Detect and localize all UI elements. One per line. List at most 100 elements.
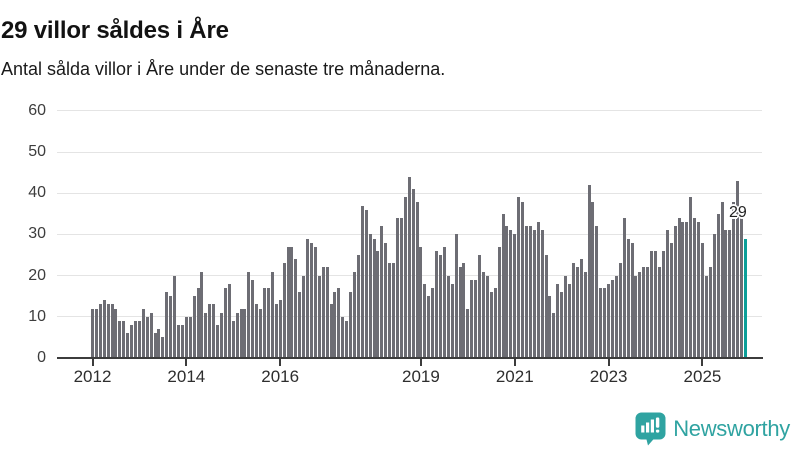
bar bbox=[462, 263, 466, 358]
highlight-bar bbox=[743, 238, 747, 358]
bar bbox=[266, 287, 270, 358]
bar bbox=[388, 263, 392, 358]
bar bbox=[583, 271, 587, 358]
bar bbox=[423, 283, 427, 358]
bar bbox=[501, 213, 505, 358]
bar bbox=[536, 222, 540, 358]
bar bbox=[122, 320, 126, 358]
bar bbox=[392, 263, 396, 358]
bar bbox=[419, 246, 423, 358]
bar bbox=[216, 325, 220, 358]
bar bbox=[352, 271, 356, 358]
bar bbox=[376, 250, 380, 358]
bar bbox=[309, 242, 313, 358]
bar bbox=[435, 250, 439, 358]
bar bbox=[325, 267, 329, 358]
bar bbox=[345, 320, 349, 358]
bar bbox=[395, 217, 399, 358]
bar bbox=[521, 201, 525, 358]
bar bbox=[270, 271, 274, 358]
bar bbox=[169, 296, 173, 358]
bar bbox=[665, 230, 669, 358]
bar bbox=[509, 230, 513, 358]
bar bbox=[626, 238, 630, 358]
bar bbox=[689, 197, 693, 358]
bar bbox=[513, 234, 517, 358]
x-tick-label: 2014 bbox=[167, 367, 206, 386]
bar bbox=[704, 275, 708, 358]
bar bbox=[247, 271, 251, 358]
bar bbox=[489, 292, 493, 358]
x-tick bbox=[185, 359, 188, 366]
bar bbox=[278, 300, 282, 358]
bar bbox=[595, 226, 599, 358]
bar bbox=[239, 308, 243, 358]
bar bbox=[384, 242, 388, 358]
bar bbox=[149, 312, 153, 358]
bar bbox=[235, 312, 239, 358]
bar bbox=[724, 230, 728, 358]
bar bbox=[669, 242, 673, 358]
bar bbox=[372, 238, 376, 358]
y-tick-label: 10 bbox=[28, 307, 46, 325]
bar bbox=[165, 292, 169, 358]
bar bbox=[446, 275, 450, 358]
bar bbox=[399, 217, 403, 358]
x-tick bbox=[701, 359, 704, 366]
bar bbox=[517, 197, 521, 358]
bar bbox=[141, 308, 145, 358]
bar bbox=[126, 333, 130, 358]
y-tick-label: 40 bbox=[28, 184, 46, 202]
bar bbox=[106, 304, 110, 358]
bar bbox=[716, 213, 720, 358]
bar bbox=[243, 308, 247, 358]
bar bbox=[611, 279, 615, 358]
bar bbox=[286, 246, 290, 358]
bar bbox=[173, 275, 177, 358]
bar bbox=[118, 320, 122, 358]
bar bbox=[349, 292, 353, 358]
bar bbox=[231, 320, 235, 358]
bar bbox=[454, 234, 458, 358]
bar bbox=[607, 283, 611, 358]
bar bbox=[333, 292, 337, 358]
bar bbox=[274, 304, 278, 358]
bar bbox=[552, 312, 556, 358]
x-tick-label: 2012 bbox=[73, 367, 112, 386]
bar bbox=[161, 337, 165, 358]
value-annotation: 29 bbox=[729, 204, 747, 221]
x-tick bbox=[279, 359, 282, 366]
bar bbox=[700, 242, 704, 358]
x-tick-label: 2023 bbox=[589, 367, 628, 386]
bar bbox=[532, 230, 536, 358]
bar bbox=[407, 176, 411, 358]
bar bbox=[720, 201, 724, 358]
bar bbox=[560, 292, 564, 358]
bar bbox=[321, 267, 325, 358]
bar bbox=[657, 267, 661, 358]
bar bbox=[708, 267, 712, 358]
gridline bbox=[57, 110, 762, 112]
bar bbox=[681, 222, 685, 358]
bar bbox=[697, 222, 701, 358]
bar bbox=[568, 283, 572, 358]
bar bbox=[579, 259, 583, 358]
chart-subtitle: Antal sålda villor i Åre under de senast… bbox=[1, 59, 446, 79]
bar bbox=[188, 316, 192, 358]
bar bbox=[540, 230, 544, 358]
bar bbox=[114, 308, 118, 358]
bar bbox=[153, 333, 157, 358]
bar bbox=[685, 222, 689, 358]
bar bbox=[673, 226, 677, 358]
bar bbox=[290, 246, 294, 358]
bar bbox=[341, 316, 345, 358]
bar bbox=[360, 205, 364, 358]
bar bbox=[614, 275, 618, 358]
bar bbox=[661, 250, 665, 358]
bar bbox=[403, 197, 407, 358]
bar bbox=[450, 283, 454, 358]
bar bbox=[474, 279, 478, 358]
bar bbox=[102, 300, 106, 358]
bar bbox=[302, 275, 306, 358]
